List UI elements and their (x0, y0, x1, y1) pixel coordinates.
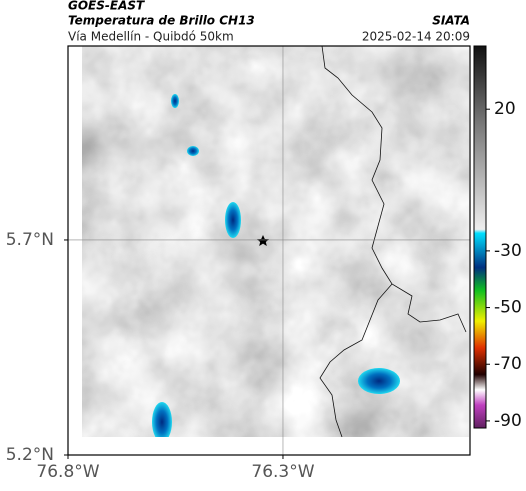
cloud-field (82, 46, 469, 437)
subtitle: Temperatura de Brillo CH13 (68, 14, 255, 28)
source: SIATA (432, 14, 470, 28)
colorbar-tick-label: -30 (494, 241, 522, 261)
map-frame (67, 45, 471, 456)
cold-cloud (171, 94, 179, 108)
x-tick-label: 76.3°W (251, 462, 314, 482)
colorbar-tick-label: -90 (494, 411, 522, 431)
location-marker (257, 235, 269, 246)
title: GOES-EAST (68, 0, 145, 13)
x-tick-label: 76.8°W (36, 462, 99, 482)
colorbar-tick-label: -50 (494, 298, 522, 318)
colorbar-tick-label: -70 (494, 354, 522, 374)
border-line (319, 283, 393, 437)
y-tick-label: 5.2°N (6, 445, 54, 465)
cold-cloud (358, 368, 400, 394)
datetime: 2025-02-14 20:09 (362, 30, 470, 44)
satellite-image (82, 46, 469, 437)
colorbar-tick-label: 20 (494, 99, 516, 119)
cold-cloud (187, 146, 199, 156)
y-tick-label: 5.7°N (6, 230, 54, 250)
colorbar (473, 45, 487, 429)
region: Vía Medellín - Quibdó 50km (68, 30, 234, 44)
cold-cloud (225, 202, 241, 238)
border-line (321, 46, 467, 333)
cold-cloud (152, 402, 172, 437)
